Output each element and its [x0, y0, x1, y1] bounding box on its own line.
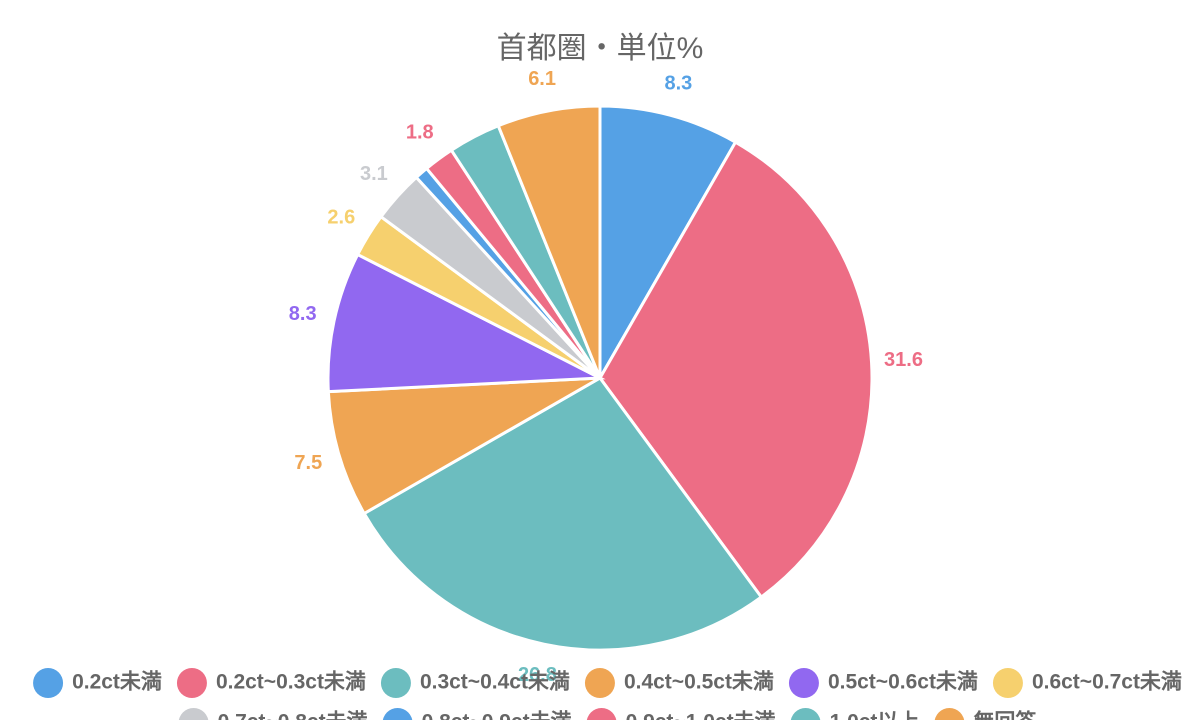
- pie-slice: [598, 140, 874, 600]
- legend-label: 0.2ct未満: [72, 671, 162, 694]
- data-label: 2.6: [327, 207, 355, 229]
- legend-label: 0.6ct~0.7ct未満: [1032, 671, 1182, 694]
- legend-label: 無回答: [973, 710, 1037, 720]
- legend-item: 0.6ct~0.7ct未満: [992, 668, 1182, 698]
- legend-swatch: [586, 708, 617, 720]
- legend-swatch: [33, 668, 64, 698]
- legend-item: 1.0ct以上: [790, 708, 920, 720]
- legend-swatch: [178, 708, 209, 720]
- chart-subtitle: 首都圏・単位%: [497, 32, 704, 65]
- pie-slice: [496, 104, 602, 379]
- legend-item: 0.2ct未満: [33, 668, 162, 698]
- legend-swatch: [788, 668, 819, 698]
- legend-label: 0.4ct~0.5ct未満: [624, 671, 774, 694]
- legend-label: 0.5ct~0.6ct未満: [828, 671, 978, 694]
- data-label: 31.6: [884, 349, 923, 371]
- legend-swatch: [992, 668, 1023, 698]
- data-label: 6.1: [528, 68, 556, 90]
- legend-item: 0.3ct~0.4ct未満: [380, 668, 570, 698]
- legend-item: 0.5ct~0.6ct未満: [788, 668, 978, 698]
- pie-slice: [362, 376, 764, 652]
- legend-item: 0.4ct~0.5ct未満: [584, 668, 774, 698]
- data-label: 8.3: [664, 73, 692, 95]
- legend-label: 0.9ct~1.0ct未満: [626, 711, 776, 720]
- data-label: 7.5: [294, 452, 322, 474]
- legend-swatch: [934, 708, 965, 720]
- legend-item: 0.7ct~0.8ct未満: [178, 708, 368, 720]
- legend-label: 0.2ct~0.3ct未満: [216, 671, 366, 694]
- pie-slice: [598, 104, 738, 384]
- legend-swatch: [584, 668, 615, 698]
- legend-swatch: [176, 668, 207, 698]
- data-label: 1.8: [406, 121, 434, 143]
- pie-slice: [326, 376, 601, 516]
- legend-swatch: [380, 668, 411, 698]
- legend-item: 0.9ct~1.0ct未満: [586, 708, 776, 720]
- legend-item: 0.8ct~0.9ct未満: [382, 708, 572, 720]
- legend-label: 0.7ct~0.8ct未満: [218, 711, 368, 720]
- legend-label: 0.3ct~0.4ct未満: [420, 671, 570, 694]
- pie-slice: [326, 252, 606, 394]
- legend-swatch: [790, 708, 821, 720]
- legend-swatch: [382, 708, 413, 720]
- legend-label: 0.8ct~0.9ct未満: [422, 711, 572, 720]
- data-label: 3.1: [360, 163, 388, 185]
- legend-item: 無回答: [934, 708, 1037, 720]
- data-label: 26.8: [518, 664, 557, 686]
- legend-label: 1.0ct以上: [830, 711, 920, 720]
- data-label: 8.3: [289, 303, 317, 325]
- legend-item: 0.2ct~0.3ct未満: [176, 668, 366, 698]
